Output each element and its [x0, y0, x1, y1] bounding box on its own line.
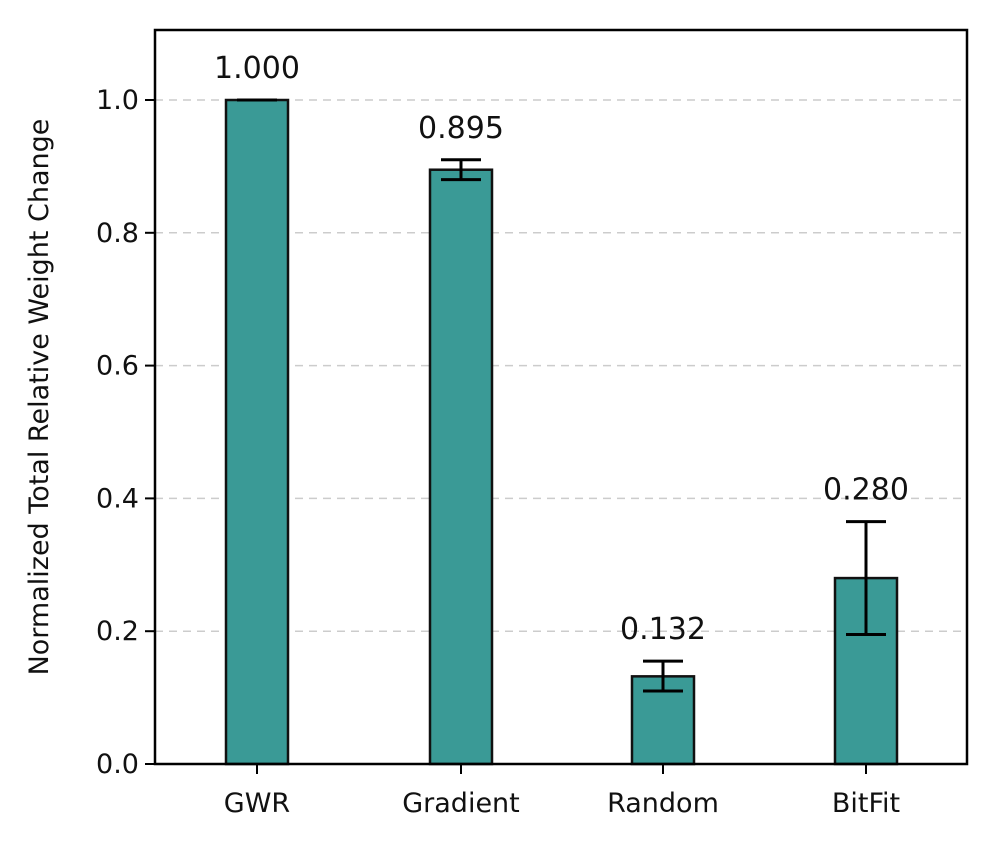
y-tick-label: 0.6: [96, 351, 139, 382]
plot-frame: [153, 28, 969, 766]
bar-gradient: [428, 168, 494, 766]
data-label-bitfit: 0.280: [823, 473, 909, 508]
data-label-random: 0.132: [620, 612, 706, 647]
y-tick-label: 0.4: [96, 483, 139, 514]
bar-gwr: [224, 98, 290, 766]
data-label-gwr: 1.000: [214, 51, 300, 86]
x-tick-label-gradient: Gradient: [402, 788, 520, 819]
y-tick-label: 0.2: [96, 616, 139, 647]
data-label-gradient: 0.895: [418, 111, 504, 146]
y-tick-label: 0.0: [96, 749, 139, 780]
data-labels: 1.000 0.895 0.132 0.280: [214, 51, 909, 647]
x-tick-label-bitfit: BitFit: [832, 788, 900, 819]
bars: [224, 98, 899, 766]
error-bars: [237, 98, 886, 693]
x-axis: GWR Gradient Random BitFit: [224, 764, 900, 819]
y-tick-label: 1.0: [96, 85, 139, 116]
x-tick-label-random: Random: [607, 788, 719, 819]
y-axis: 0.0 0.2 0.4 0.6 0.8 1.0: [96, 85, 155, 780]
gridlines: [155, 99, 967, 632]
y-tick-label: 0.8: [96, 218, 139, 249]
x-tick-label-gwr: GWR: [224, 788, 290, 819]
y-axis-label: Normalized Total Relative Weight Change: [24, 119, 55, 676]
